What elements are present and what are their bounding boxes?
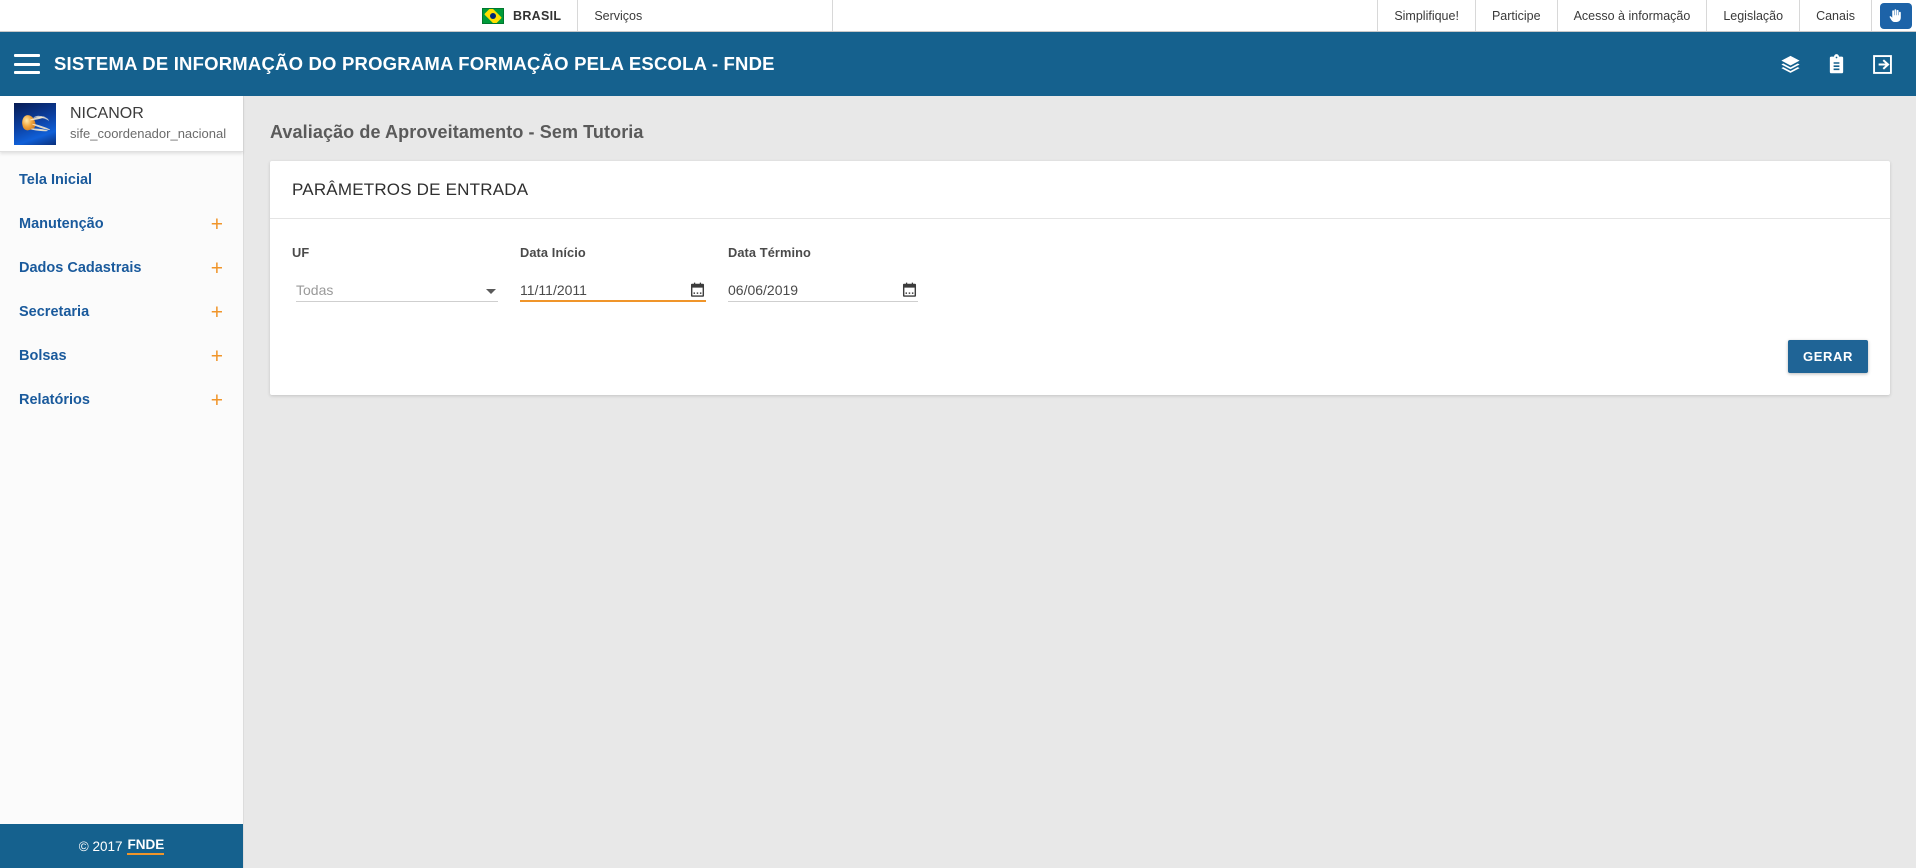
uf-select-input[interactable] bbox=[292, 282, 480, 302]
sidebar-item-dados-cadastrais[interactable]: Dados Cadastrais + bbox=[0, 246, 243, 290]
govbar-brasil-label: BRASIL bbox=[513, 8, 562, 23]
sidebar-item-manutencao-label: Manutenção bbox=[19, 216, 104, 232]
field-uf-underline bbox=[296, 301, 498, 302]
sidebar-item-bolsas[interactable]: Bolsas + bbox=[0, 334, 243, 378]
sidebar-item-tela-inicial-label: Tela Inicial bbox=[19, 172, 93, 188]
header-icon-group bbox=[1778, 52, 1894, 76]
fnde-link[interactable]: FNDE bbox=[127, 837, 165, 855]
govbar-item-canais-label: Canais bbox=[1816, 8, 1855, 23]
field-data-inicio-control[interactable] bbox=[520, 272, 706, 302]
govbar-item-servicos-label: Serviços bbox=[594, 8, 643, 23]
govbar-item-canais[interactable]: Canais bbox=[1800, 0, 1872, 31]
sidebar-item-bolsas-label: Bolsas bbox=[19, 348, 67, 364]
sidebar: NICANOR sife_coordenador_nacional Tela I… bbox=[0, 96, 244, 868]
sidebar-item-relatorios-label: Relatórios bbox=[19, 392, 90, 408]
govbar-item-participe[interactable]: Participe bbox=[1476, 0, 1558, 31]
govbar-item-acesso-a-informacao-label: Acesso à informação bbox=[1573, 8, 1691, 23]
field-uf-label: UF bbox=[292, 245, 310, 260]
sidebar-footer: © 2017 FNDE bbox=[0, 824, 243, 868]
govbr-top-bar: BRASIL Serviços Simplifique! Participe A… bbox=[0, 0, 1916, 32]
sidebar-item-secretaria-label: Secretaria bbox=[19, 304, 90, 320]
field-data-termino-control[interactable] bbox=[728, 272, 918, 302]
field-uf-control[interactable] bbox=[292, 272, 498, 302]
card-title: PARÂMETROS DE ENTRADA bbox=[270, 161, 1890, 219]
user-meta: NICANOR sife_coordenador_nacional bbox=[70, 105, 226, 143]
user-role: sife_coordenador_nacional bbox=[70, 125, 227, 141]
field-data-inicio: Data Início bbox=[520, 245, 706, 302]
user-card[interactable]: NICANOR sife_coordenador_nacional bbox=[0, 96, 243, 152]
expand-plus-icon[interactable]: + bbox=[210, 300, 223, 324]
main-content: Avaliação de Aproveitamento - Sem Tutori… bbox=[244, 96, 1916, 868]
sidebar-item-tela-inicial[interactable]: Tela Inicial bbox=[0, 158, 243, 202]
sidebar-item-dados-cadastrais-label: Dados Cadastrais bbox=[19, 260, 142, 276]
govbar-left-spacer bbox=[0, 0, 482, 31]
govbar-item-participe-label: Participe bbox=[1491, 8, 1541, 23]
field-uf: UF bbox=[292, 245, 498, 302]
card-actions: GERAR bbox=[270, 322, 1890, 395]
data-inicio-input[interactable] bbox=[520, 282, 681, 302]
app-body: NICANOR sife_coordenador_nacional Tela I… bbox=[0, 96, 1916, 868]
sidebar-item-relatorios[interactable]: Relatórios + bbox=[0, 378, 243, 422]
govbar-item-legislacao-label: Legislação bbox=[1723, 8, 1784, 23]
expand-plus-icon[interactable]: + bbox=[210, 256, 223, 280]
sidebar-nav: Tela Inicial Manutenção + Dados Cadastra… bbox=[0, 152, 243, 824]
govbar-item-servicos[interactable]: Serviços bbox=[578, 0, 834, 31]
govbar-brasil-brand[interactable]: BRASIL bbox=[482, 0, 579, 31]
govbar-item-acesso-a-informacao[interactable]: Acesso à informação bbox=[1558, 0, 1708, 31]
layers-icon[interactable] bbox=[1778, 52, 1802, 76]
govbar-item-simplifique-label: Simplifique! bbox=[1394, 8, 1459, 23]
chevron-down-icon[interactable] bbox=[486, 289, 496, 294]
logout-icon[interactable] bbox=[1870, 52, 1894, 76]
clipboard-icon[interactable] bbox=[1824, 52, 1848, 76]
card-body: UF Data Início bbox=[270, 219, 1890, 322]
brazil-flag-icon bbox=[482, 7, 504, 24]
sidebar-item-secretaria[interactable]: Secretaria + bbox=[0, 290, 243, 334]
govbar-middle-gap bbox=[833, 0, 1379, 31]
content-page-title: Avaliação de Aproveitamento - Sem Tutori… bbox=[270, 122, 644, 142]
calendar-icon[interactable] bbox=[689, 281, 706, 299]
field-data-termino: Data Término bbox=[728, 245, 918, 302]
data-termino-input[interactable] bbox=[728, 282, 893, 302]
user-name: NICANOR bbox=[70, 104, 144, 122]
field-data-termino-underline bbox=[728, 301, 918, 302]
sidebar-item-manutencao[interactable]: Manutenção + bbox=[0, 202, 243, 246]
fields-row: UF Data Início bbox=[292, 245, 1868, 302]
jellyfish-avatar bbox=[14, 102, 56, 145]
expand-plus-icon[interactable]: + bbox=[210, 212, 223, 236]
expand-plus-icon[interactable]: + bbox=[210, 344, 223, 368]
field-data-inicio-label: Data Início bbox=[520, 245, 586, 260]
copyright-text: © 2017 bbox=[78, 838, 123, 854]
govbar-item-simplifique[interactable]: Simplifique! bbox=[1378, 0, 1476, 31]
hamburger-menu-icon[interactable] bbox=[14, 54, 40, 74]
calendar-icon[interactable] bbox=[901, 281, 918, 299]
field-data-termino-label: Data Término bbox=[728, 245, 811, 260]
field-data-inicio-underline bbox=[520, 300, 706, 302]
govbar-item-legislacao[interactable]: Legislação bbox=[1707, 0, 1801, 31]
parameters-card: PARÂMETROS DE ENTRADA UF Data I bbox=[270, 161, 1890, 395]
vlibras-hands-icon[interactable] bbox=[1880, 3, 1912, 29]
expand-plus-icon[interactable]: + bbox=[210, 388, 223, 412]
page-title: SISTEMA DE INFORMAÇÃO DO PROGRAMA FORMAÇ… bbox=[54, 53, 775, 74]
gerar-button[interactable]: GERAR bbox=[1788, 340, 1868, 373]
app-header: SISTEMA DE INFORMAÇÃO DO PROGRAMA FORMAÇ… bbox=[0, 32, 1916, 96]
